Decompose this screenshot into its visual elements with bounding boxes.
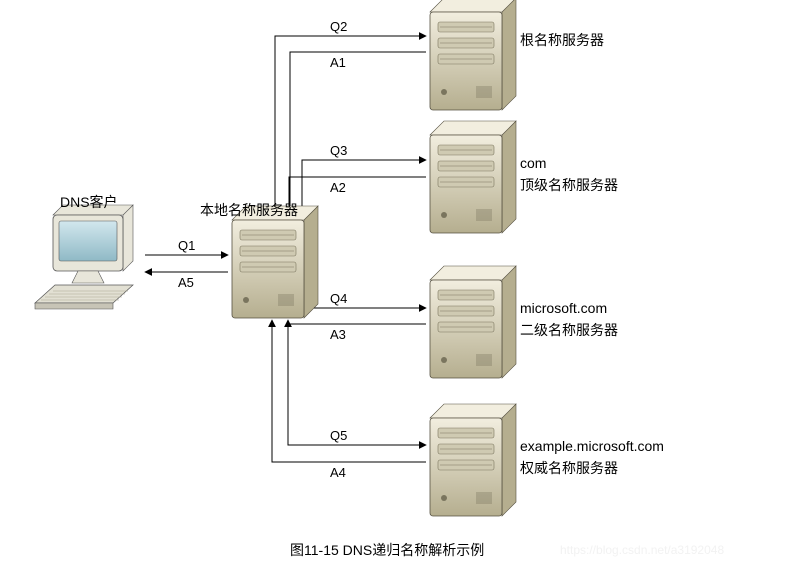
- server-local: [232, 206, 318, 318]
- label-local: 本地名称服务器: [200, 200, 298, 220]
- edge-A1: [290, 52, 426, 218]
- edgelabel-Q3: Q3: [330, 143, 347, 158]
- edge-Q5: [288, 320, 426, 445]
- server-root: [430, 0, 516, 110]
- edge-A3: [288, 320, 426, 324]
- watermark: https://blog.csdn.net/a3192048: [560, 543, 724, 557]
- edgelabel-A4: A4: [330, 465, 346, 480]
- edge-Q4: [302, 300, 426, 308]
- edgelabel-A2: A2: [330, 180, 346, 195]
- edge-Q2: [275, 36, 426, 218]
- edge-A2: [289, 177, 426, 218]
- edge-Q3: [302, 160, 426, 229]
- server-com: [430, 121, 516, 233]
- label-root: 根名称服务器: [520, 30, 604, 50]
- server-microsoft: [430, 266, 516, 378]
- label-microsoft: microsoft.com: [520, 300, 607, 316]
- edgelabel-Q5: Q5: [330, 428, 347, 443]
- sublabel-com: 顶级名称服务器: [520, 175, 618, 195]
- label-example: example.microsoft.com: [520, 438, 664, 454]
- edgelabel-Q2: Q2: [330, 19, 347, 34]
- sublabel-example: 权威名称服务器: [520, 458, 618, 478]
- edgelabel-A1: A1: [330, 55, 346, 70]
- label-client: DNS客户: [60, 192, 118, 212]
- edgelabel-A3: A3: [330, 327, 346, 342]
- sublabel-microsoft: 二级名称服务器: [520, 320, 618, 340]
- edgelabel-A5: A5: [178, 275, 194, 290]
- edge-A4: [272, 320, 426, 462]
- label-com: com: [520, 155, 546, 171]
- client-client: [35, 205, 133, 309]
- server-example: [430, 404, 516, 516]
- figure-caption: 图11-15 DNS递归名称解析示例: [290, 540, 484, 560]
- edgelabel-Q1: Q1: [178, 238, 195, 253]
- edgelabel-Q4: Q4: [330, 291, 347, 306]
